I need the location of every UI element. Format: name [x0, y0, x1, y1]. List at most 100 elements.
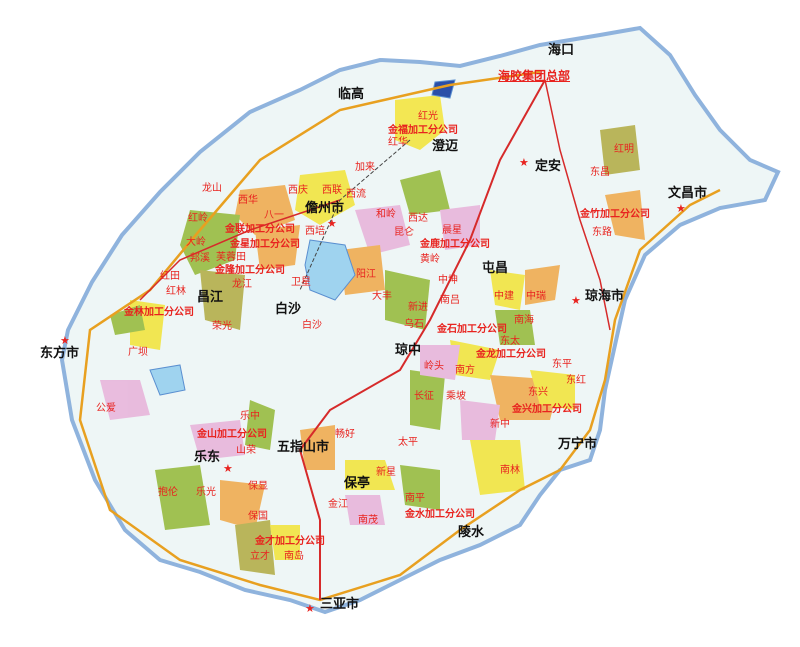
farm-label: 八一: [264, 210, 284, 221]
farm-label: 南平: [405, 493, 425, 504]
farm-area: [605, 190, 645, 240]
ring-expressway: [78, 70, 721, 602]
company-label: 金鹿加工分公司: [420, 239, 490, 250]
farm-label: 岭头: [424, 361, 444, 372]
city-label: 琼海市: [585, 289, 625, 304]
songtao-reservoir: [304, 239, 356, 301]
farm-label: 东红: [566, 375, 586, 386]
city-label: 白沙: [275, 302, 302, 317]
farm-label: 南岛: [284, 551, 304, 562]
farm-area: [345, 495, 385, 525]
farm-area: [355, 205, 410, 255]
farm-area: [395, 95, 445, 150]
farm-area: [110, 305, 145, 335]
farm-label: 邦溪: [190, 253, 210, 264]
company-label: 金山加工分公司: [197, 429, 267, 440]
farm-label: 公爱: [96, 403, 116, 414]
farm-label: 东昌: [590, 167, 610, 178]
farm-label: 红田: [160, 271, 180, 282]
farm-label: 长征: [414, 391, 434, 402]
city-star-icon: ★: [327, 217, 337, 230]
city-label: 三亚市: [320, 597, 360, 612]
company-label: 金竹加工分公司: [580, 209, 650, 220]
farm-area: [490, 270, 525, 310]
reservoir: [149, 364, 186, 396]
city-label: 儋州市: [305, 201, 345, 216]
company-label: 金联加工分公司: [225, 224, 295, 235]
farm-label: 东平: [552, 359, 572, 370]
farm-label: 卫星: [291, 277, 311, 288]
farm-label: 和岭: [376, 209, 396, 220]
company-label: 金才加工分公司: [255, 536, 325, 547]
farm-label: 畅好: [335, 429, 355, 440]
farm-label: 南林: [500, 465, 520, 476]
city-label: 海口: [548, 43, 575, 58]
farm-area: [270, 525, 300, 560]
farm-area: [235, 520, 275, 575]
central-highway: [298, 79, 546, 600]
farm-label: 广坝: [128, 347, 148, 358]
farm-area: [460, 400, 500, 440]
farm-label: 芙蓉田: [216, 252, 246, 263]
farm-label: 红明: [614, 144, 634, 155]
company-label: 金石加工分公司: [437, 324, 507, 335]
highway: [544, 79, 611, 331]
farm-area: [600, 125, 640, 175]
farm-label: 金江: [328, 499, 348, 510]
farm-label: 大丰: [372, 291, 392, 302]
farm-area: [300, 425, 335, 470]
farm-label: 加来: [355, 162, 375, 173]
farm-label: 红岭: [188, 213, 208, 224]
farm-label: 南吕: [440, 295, 460, 306]
farm-label: 西达: [408, 213, 428, 224]
farm-label: 西联: [322, 185, 342, 196]
farm-area: [530, 370, 575, 410]
farm-label: 太平: [398, 437, 418, 448]
farm-label: 新中: [490, 419, 510, 430]
company-label: 金林加工分公司: [124, 307, 194, 318]
city-label: 五指山市: [277, 440, 330, 455]
city-label: 临高: [338, 87, 365, 102]
roads: [78, 70, 721, 602]
farm-label: 大岭: [186, 237, 206, 248]
farm-area: [410, 370, 445, 430]
farm-area: [100, 380, 150, 420]
farm-label: 南海: [514, 315, 534, 326]
farm-label: 立才: [250, 551, 270, 562]
farm-area: [180, 210, 240, 275]
company-label: 金兴加工分公司: [512, 404, 582, 415]
farm-area: [525, 265, 560, 305]
farm-area: [155, 465, 210, 530]
company-label: 金水加工分公司: [405, 509, 475, 520]
city-label: 琼中: [395, 343, 422, 358]
farm-area: [220, 480, 265, 530]
city-label: 保亭: [344, 476, 371, 491]
farm-area: [420, 345, 460, 380]
farm-label: 西培: [305, 226, 325, 237]
farm-area: [495, 310, 535, 345]
city-label: 澄迈: [432, 139, 459, 154]
farm-label: 乌石: [404, 319, 424, 330]
company-label: 金龙加工分公司: [476, 349, 546, 360]
farm-label: 西庆: [288, 185, 308, 196]
city-label: 文昌市: [668, 186, 708, 201]
farm-label: 新进: [408, 302, 428, 313]
city-star-icon: ★: [676, 202, 686, 215]
farm-area: [345, 460, 395, 490]
farm-label: 昆仑: [394, 227, 414, 238]
farm-label: 荣光: [212, 321, 232, 332]
farm-label: 龙山: [202, 183, 222, 194]
farm-label: 龙江: [232, 279, 252, 290]
farm-label: 红华: [388, 137, 408, 148]
farm-label: 抱伦: [158, 487, 178, 498]
farm-area: [295, 170, 355, 225]
farm-label: 阳江: [356, 269, 376, 280]
city-star-icon: ★: [223, 462, 233, 475]
headquarters-label: 海胶集团总部: [498, 69, 571, 83]
city-label: 东方市: [40, 346, 80, 361]
farm-label: 新星: [376, 467, 396, 478]
farm-label: 东太: [500, 336, 520, 347]
farm-label: 中建: [494, 291, 514, 302]
